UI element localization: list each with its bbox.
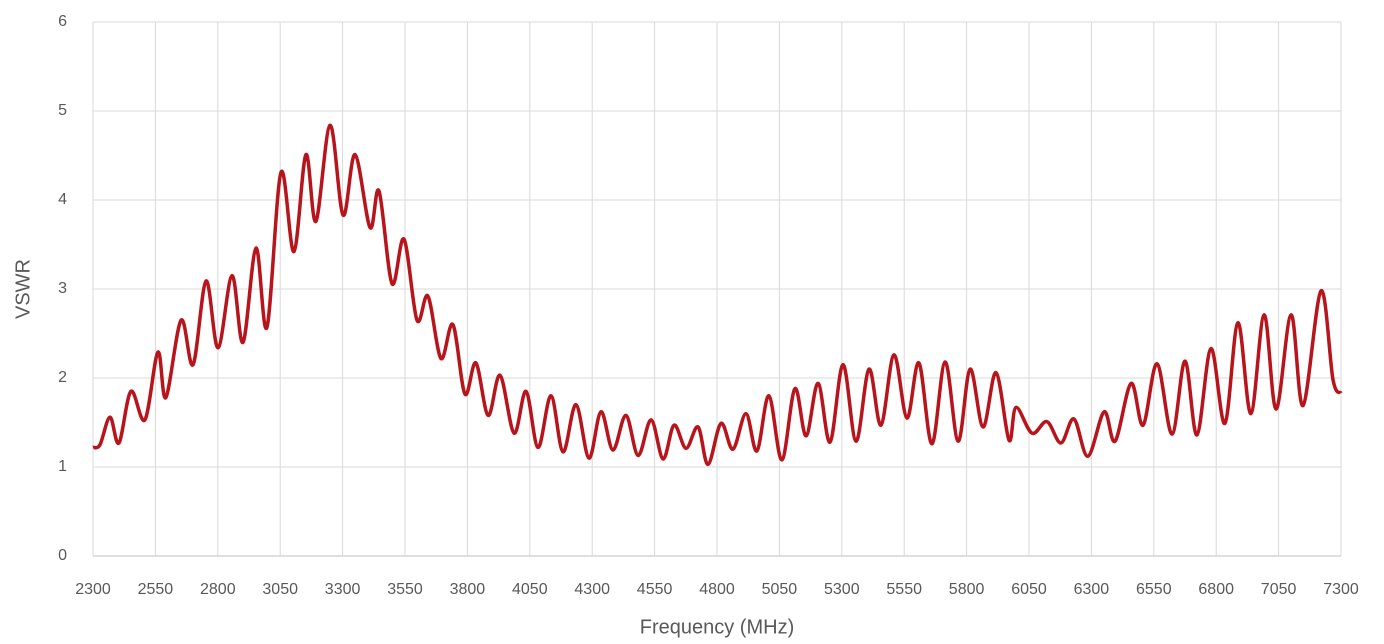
x-tick-label: 3050 xyxy=(262,581,298,598)
x-tick-label: 3550 xyxy=(387,581,423,598)
x-tick-label: 6300 xyxy=(1074,581,1110,598)
x-tick-label: 5050 xyxy=(762,581,798,598)
x-tick-label: 6800 xyxy=(1198,581,1234,598)
x-tick-label: 5300 xyxy=(824,581,860,598)
x-tick-label: 6550 xyxy=(1136,581,1172,598)
x-tick-label: 3800 xyxy=(450,581,486,598)
x-tick-label: 2300 xyxy=(75,581,111,598)
x-tick-label: 5550 xyxy=(886,581,922,598)
y-tick-label: 0 xyxy=(58,547,67,564)
y-axis-title: VSWR xyxy=(12,259,34,319)
y-tick-label: 2 xyxy=(58,369,67,386)
y-tick-label: 5 xyxy=(58,102,67,119)
x-tick-label: 3300 xyxy=(325,581,361,598)
x-tick-label: 4800 xyxy=(699,581,735,598)
x-tick-label: 6050 xyxy=(1011,581,1047,598)
x-tick-label: 5800 xyxy=(949,581,985,598)
data-line xyxy=(92,123,1343,467)
x-tick-label: 7050 xyxy=(1261,581,1297,598)
y-tick-label: 1 xyxy=(58,458,67,475)
x-tick-label: 4300 xyxy=(574,581,610,598)
y-tick-label: 3 xyxy=(58,280,67,297)
x-axis-title: Frequency (MHz) xyxy=(640,616,794,638)
x-tick-label: 4550 xyxy=(637,581,673,598)
x-tick-label: 7300 xyxy=(1323,581,1359,598)
x-tick-label: 2800 xyxy=(200,581,236,598)
x-tick-label: 2550 xyxy=(138,581,174,598)
y-tick-label: 4 xyxy=(58,191,67,208)
y-tick-label: 6 xyxy=(58,13,67,30)
x-tick-label: 4050 xyxy=(512,581,548,598)
